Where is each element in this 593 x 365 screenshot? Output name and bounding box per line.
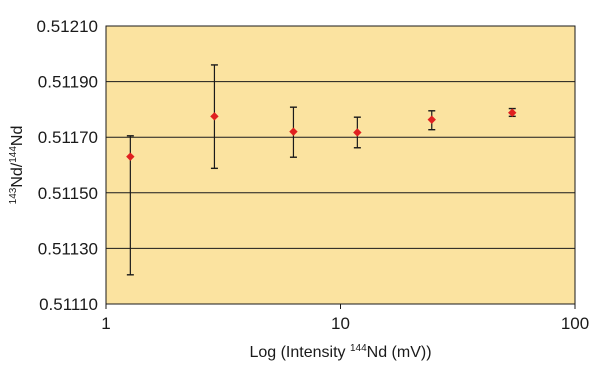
data-point xyxy=(353,128,362,137)
data-point xyxy=(210,112,219,121)
x-axis-label-prefix: Log (Intensity xyxy=(249,344,350,361)
y-axis-label-superscript-2: 144 xyxy=(8,146,19,163)
y-tick-label: 0.51190 xyxy=(38,73,98,92)
y-axis-label-suffix: Nd xyxy=(9,126,26,146)
data-point xyxy=(126,152,135,161)
y-tick-label: 0.51130 xyxy=(38,239,98,258)
y-axis-label-superscript-1: 143 xyxy=(8,187,19,204)
data-point xyxy=(289,127,298,136)
y-axis-label-mid: Nd/ xyxy=(9,162,26,187)
plot-area xyxy=(105,25,576,305)
x-tick-label: 1 xyxy=(101,314,110,333)
x-axis-label: Log (Intensity 144Nd (mV)) xyxy=(249,343,431,361)
data-point xyxy=(427,115,436,124)
x-tick-label: 100 xyxy=(561,314,589,333)
x-axis-label-suffix: Nd (mV)) xyxy=(367,344,432,361)
data-point xyxy=(508,108,517,117)
gridlines xyxy=(105,25,576,309)
x-tick-label: 10 xyxy=(331,314,350,333)
x-tick-labels: 1 10 100 xyxy=(101,314,589,333)
y-tick-labels: 0.51110 0.51130 0.51150 0.51170 0.51190 0.512… xyxy=(37,17,98,314)
y-tick-label: 0.51170 xyxy=(38,128,98,147)
y-tick-label: 0.51110 xyxy=(39,295,98,314)
x-axis-label-superscript: 144 xyxy=(350,343,367,354)
y-axis-label: 143Nd/144Nd xyxy=(8,126,26,205)
data-points xyxy=(126,108,517,161)
y-tick-label: 0.51150 xyxy=(38,184,98,203)
y-tick-label: 0.51210 xyxy=(37,17,98,36)
